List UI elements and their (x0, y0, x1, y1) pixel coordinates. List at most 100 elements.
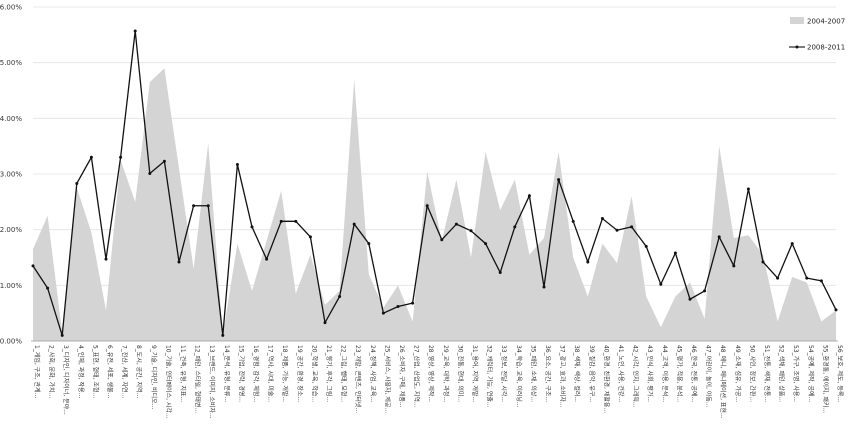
y-axis: 0.00% 1.00% 2.00% 3.00% 4.00% 5.00% 6.00% (0, 4, 22, 346)
x-tick-label: 9_기술, 디자인, 비디오... (150, 345, 158, 409)
point-2008-2011 (761, 260, 765, 264)
point-2008-2011 (104, 257, 108, 261)
legend-label-2004-2007: 2004-2007 (807, 18, 845, 26)
point-2008-2011 (527, 194, 531, 198)
line-2008-2011 (32, 30, 837, 336)
point-2008-2011 (411, 301, 415, 305)
x-axis: 1_게임, 구조, 관계... 2_사회, 문화, 가치... 3_디자인, 디자이… (33, 345, 844, 419)
point-2008-2011 (352, 222, 356, 226)
point-2008-2011 (776, 276, 780, 280)
x-tick-label: 54_공예, 제작, 공예... (807, 345, 815, 402)
x-tick-label: 29_교육, 대학, 과정... (442, 345, 450, 402)
point-2008-2011 (557, 178, 561, 182)
x-tick-label: 22_그림, 행태, 모형... (340, 345, 348, 402)
point-2008-2011 (600, 217, 604, 221)
point-2008-2011 (425, 204, 429, 208)
x-tick-label: 56_보호, 제도, 등록... (836, 345, 844, 402)
x-tick-label: 43_인식, 사회, 평가... (646, 345, 654, 402)
point-2008-2011 (586, 260, 590, 264)
x-tick-label: 33_정보, 전달, 시각... (500, 345, 508, 402)
point-2008-2011 (75, 181, 79, 185)
x-tick-label: 36_요소, 공간, 구조... (544, 345, 552, 402)
point-2008-2011 (46, 286, 50, 290)
x-tick-label: 5_표현, 형태, 조형... (91, 345, 99, 398)
x-tick-label: 25_서비스, 사용자, 제공... (383, 345, 391, 413)
point-2008-2011 (279, 219, 283, 223)
x-tick-label: 26_소비자, 구매, 제품... (398, 345, 406, 408)
x-tick-label: 52_색채, 패턴, 상품... (778, 345, 786, 402)
point-2008-2011 (308, 235, 312, 239)
point-2008-2011 (484, 242, 488, 246)
point-2008-2011 (717, 235, 721, 239)
y-tick-label: 4.00% (0, 115, 22, 123)
point-2008-2011 (732, 264, 736, 268)
point-2008-2011 (162, 159, 166, 163)
point-2008-2011 (250, 225, 254, 229)
y-tick-label: 0.00% (0, 338, 22, 346)
point-2008-2011 (454, 222, 458, 226)
point-2008-2011 (323, 321, 327, 325)
point-2008-2011 (148, 171, 152, 175)
series-2008-2011 (31, 29, 838, 337)
x-tick-label: 3_디자인, 디자이너, 분야... (62, 345, 70, 415)
x-tick-label: 8_도시, 공간, 지역... (135, 345, 143, 398)
x-tick-label: 55_환경통, 에이지, 패키... (821, 345, 829, 413)
point-2008-2011 (221, 333, 225, 337)
x-tick-label: 51_전통, 색채, 전통... (763, 345, 771, 402)
x-tick-label: 48_애니, 애니메이션, 표현... (719, 345, 727, 419)
x-tick-label: 18_제품, 기능, 개발... (281, 345, 289, 402)
x-tick-label: 20_학생, 교육, 학습... (310, 345, 318, 402)
point-2008-2011 (819, 279, 823, 283)
point-2008-2011 (542, 285, 546, 289)
x-tick-label: 47_어린이, 놀이, 아동... (705, 345, 713, 408)
point-2008-2011 (630, 225, 634, 229)
x-tick-label: 37_광고, 효과, 소비자... (559, 345, 567, 408)
point-2008-2011 (89, 155, 93, 159)
x-tick-label: 30_전통, 현대, 의미... (456, 345, 464, 402)
point-2008-2011 (192, 204, 196, 208)
point-2008-2011 (805, 276, 809, 280)
x-tick-label: 38_색채, 색상, 컬러... (573, 345, 581, 402)
legend: 2004-2007 2008-2011 (789, 17, 845, 52)
y-tick-label: 6.00% (0, 4, 22, 12)
point-2008-2011 (177, 260, 181, 264)
x-tick-label: 12_패턴, 스타일, 형태변... (194, 345, 202, 413)
x-tick-label: 35_패턴, 소재, 의상... (529, 345, 537, 402)
point-2008-2011 (338, 294, 342, 298)
x-tick-label: 46_한국, 전통, 공예... (690, 345, 698, 402)
x-tick-label: 31_용어, 지역, 개발... (471, 345, 479, 402)
y-tick-label: 2.00% (0, 226, 22, 234)
point-2008-2011 (294, 219, 298, 223)
point-2008-2011 (31, 264, 35, 268)
point-2008-2011 (206, 204, 210, 208)
x-tick-label: 13_브랜드, 이미지, 소비자... (208, 345, 216, 419)
x-tick-label: 40_환경, 친환경, 재활용... (602, 345, 610, 413)
point-2008-2011 (469, 229, 473, 233)
x-tick-label: 1_게임, 구조, 관계... (33, 345, 41, 398)
series-2004-2007 (33, 68, 836, 341)
x-tick-label: 4_인체, 과정, 작용... (77, 345, 85, 398)
point-2008-2011 (119, 155, 123, 159)
point-2008-2011 (644, 244, 648, 248)
point-2008-2011 (615, 228, 619, 232)
x-tick-label: 14_분석, 유형, 분류... (223, 345, 231, 402)
legend-marker-2008-2011 (795, 45, 799, 49)
legend-label-2008-2011: 2008-2011 (807, 44, 845, 52)
x-tick-label: 24_정책, 사업, 교육... (369, 345, 377, 402)
y-tick-label: 1.00% (0, 282, 22, 290)
x-tick-label: 34_학습, 교육, 이러닝... (515, 345, 523, 408)
x-tick-label: 42_시각, 인지, 그래픽... (632, 345, 640, 408)
x-tick-label: 10_기술, 인터페이스, 시각... (164, 345, 172, 419)
x-tick-label: 45_평가, 적용, 분석... (675, 345, 683, 402)
x-tick-label: 41_노인, 사용, 건강... (617, 345, 625, 402)
x-tick-label: 16_경험, 감각, 체험... (252, 345, 260, 402)
point-2008-2011 (60, 333, 64, 337)
point-2008-2011 (381, 311, 385, 315)
x-tick-label: 15_기업, 전략, 경영... (237, 345, 245, 402)
point-2008-2011 (235, 163, 239, 167)
point-2008-2011 (703, 289, 707, 293)
point-2008-2011 (673, 251, 677, 255)
x-tick-label: 21_향기, 후각, 그림... (325, 345, 333, 402)
point-2008-2011 (133, 29, 137, 33)
x-tick-label: 2_사회, 문화, 가치... (48, 345, 56, 398)
